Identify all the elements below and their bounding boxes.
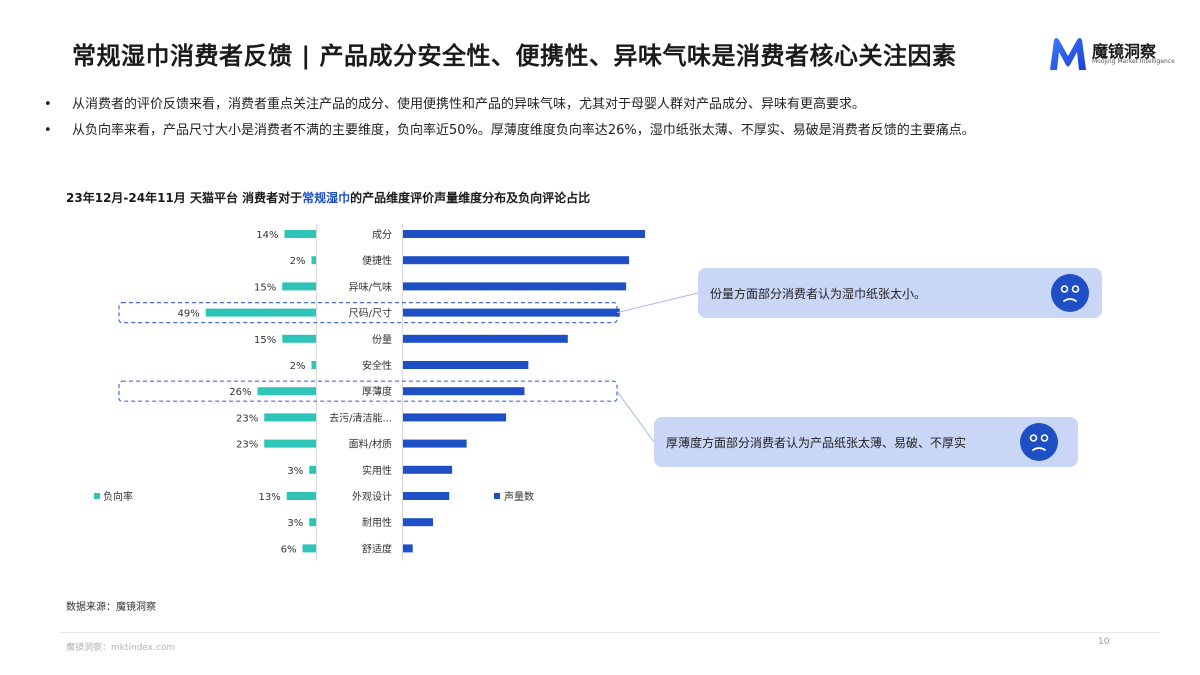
negative-rate-bar [264, 439, 316, 448]
negative-rate-bar [309, 518, 316, 527]
logo-name: 魔镜洞察 [1092, 42, 1157, 61]
negative-rate-label: 15% [254, 282, 276, 293]
category-label: 尺码/尺寸 [349, 307, 392, 320]
negative-rate-bar [311, 361, 316, 369]
negative-rate-bar [264, 413, 316, 422]
negative-rate-bar [284, 230, 316, 238]
negative-rate-label: 14% [256, 230, 278, 241]
chart-title-prefix: 23年12月-24年11月 天猫平台 消费者对于 [66, 191, 303, 205]
data-source: 数据来源：魔镜洞察 [66, 602, 156, 613]
legend-volume-label: 声量数 [504, 490, 534, 503]
footer-divider [60, 632, 1160, 633]
footer-url: 魔镜洞察：mktindex.com [66, 643, 176, 653]
bullet-marker: • [44, 97, 52, 112]
category-label: 份量 [372, 334, 392, 346]
brand-logo: 魔镜洞察 Moojing Market Intelligence [1048, 36, 1178, 76]
volume-bar [403, 387, 525, 396]
negative-rate-label: 2% [290, 361, 306, 372]
negative-rate-bar [282, 334, 316, 343]
category-label: 面料/材质 [349, 438, 392, 451]
callout-text: 厚薄度方面部分消费者认为产品纸张太薄、易破、不厚实 [666, 435, 967, 450]
category-label: 舒适度 [362, 542, 392, 555]
bullet-text: 从消费者的评价反馈来看，消费者重点关注产品的成分、使用便携性和产品的异味气味，尤… [72, 97, 866, 112]
negative-rate-label: 26% [229, 387, 251, 398]
highlight-box [118, 302, 618, 324]
category-label: 异味/气味 [349, 280, 392, 293]
bullet-item: • 从消费者的评价反馈来看，消费者重点关注产品的成分、使用便携性和产品的异味气味… [40, 92, 1150, 118]
legend-negative-label: 负向率 [103, 490, 133, 503]
negative-rate-label: 2% [290, 256, 306, 267]
category-label: 安全性 [362, 359, 392, 372]
negative-rate-bar [311, 256, 316, 265]
volume-bar [403, 465, 453, 474]
chart-title-suffix: 的产品维度评价声量维度分布及负向评论占比 [350, 191, 591, 205]
volume-bar [403, 544, 413, 553]
volume-bar [403, 230, 645, 238]
bullet-text: 从负向率来看，产品尺寸大小是消费者不满的主要维度，负向率近50%。厚薄度维度负向… [72, 123, 975, 138]
summary-bullets: • 从消费者的评价反馈来看，消费者重点关注产品的成分、使用便携性和产品的异味气味… [40, 92, 1150, 144]
volume-bar [403, 334, 568, 343]
legend-negative-swatch [94, 493, 100, 499]
legend-volume-swatch [494, 493, 500, 499]
category-label: 便捷性 [362, 254, 392, 267]
chart-title-highlight: 常规湿巾 [302, 191, 351, 205]
volume-bar [403, 518, 434, 527]
volume-bar [403, 439, 467, 448]
callout-portion: 份量方面部分消费者认为湿巾纸张太小。 [698, 268, 1102, 318]
negative-rate-label: 23% [236, 413, 258, 424]
volume-bar [403, 361, 529, 369]
category-label: 厚薄度 [362, 385, 392, 398]
bullet-marker: • [44, 123, 52, 138]
bullet-item: • 从负向率来看，产品尺寸大小是消费者不满的主要维度，负向率近50%。厚薄度维度… [40, 118, 1150, 144]
negative-rate-label: 3% [287, 518, 303, 529]
negative-rate-label: 23% [236, 440, 258, 451]
callout-text: 份量方面部分消费者认为湿巾纸张太小。 [710, 286, 927, 301]
negative-rate-bar [257, 387, 316, 396]
unhappy-face-icon [1020, 423, 1058, 461]
volume-bar [403, 492, 450, 500]
negative-rate-label: 3% [287, 466, 303, 477]
category-label: 耐用性 [362, 516, 392, 529]
volume-bar [403, 282, 627, 291]
logo-subtitle: Moojing Market Intelligence [1092, 58, 1175, 65]
negative-rate-bar [205, 308, 316, 317]
negative-rate-bar [286, 492, 316, 500]
category-label: 实用性 [362, 464, 392, 477]
negative-rate-bar [302, 544, 316, 553]
callout-connector [616, 390, 655, 443]
page-title: 常规湿巾消费者反馈 | 产品成分安全性、便携性、异味气味是消费者核心关注因素 [72, 42, 957, 70]
callout-thickness: 厚薄度方面部分消费者认为产品纸张太薄、易破、不厚实 [654, 417, 1078, 467]
chart-title: 23年12月-24年11月 天猫平台 消费者对于常规湿巾的产品维度评价声量维度分… [66, 189, 590, 206]
volume-bar [403, 413, 507, 422]
negative-rate-label: 15% [254, 335, 276, 346]
logo-m-icon [1050, 38, 1086, 70]
highlight-box [118, 380, 618, 402]
callout-connector [616, 292, 699, 314]
category-label: 去污/清洁能... [329, 411, 392, 424]
volume-bar [403, 256, 630, 265]
negative-rate-bar [309, 465, 316, 474]
page-number: 10 [1098, 637, 1110, 647]
category-label: 外观设计 [352, 490, 392, 503]
negative-rate-label: 13% [259, 492, 281, 503]
negative-rate-bar [282, 282, 316, 291]
negative-rate-label: 6% [281, 544, 297, 555]
category-label: 成分 [372, 229, 392, 241]
unhappy-face-icon [1051, 274, 1089, 312]
negative-rate-label: 49% [178, 309, 200, 320]
volume-bar [403, 308, 620, 317]
